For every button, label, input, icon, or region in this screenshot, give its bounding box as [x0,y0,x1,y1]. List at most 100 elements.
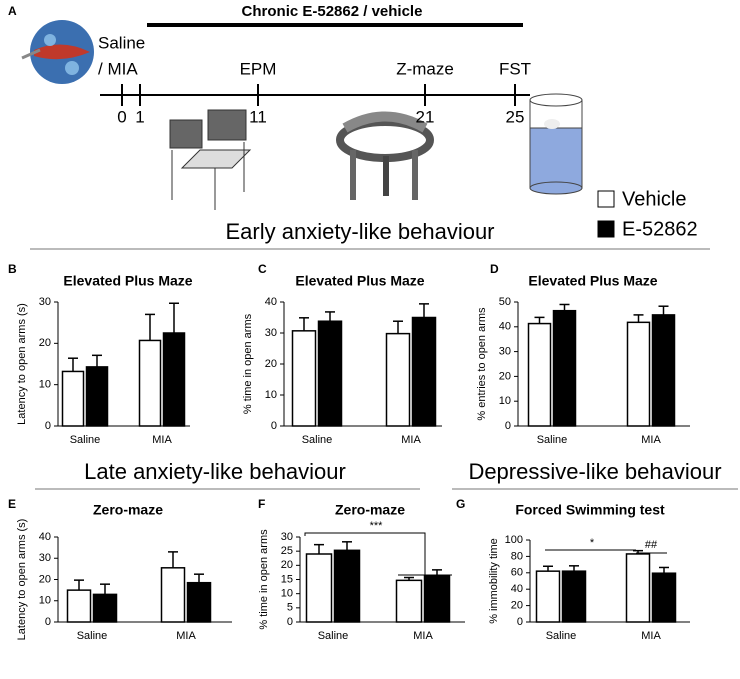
y-tick-label: 40 [511,583,523,595]
section-heading: Early anxiety-like behaviour [225,219,494,244]
bar [625,553,651,623]
x-tick-label: Saline [537,434,568,446]
y-tick-label: 20 [39,573,51,585]
significance-bracket [304,532,452,576]
y-tick-label: 20 [281,559,293,571]
x-tick-label: MIA [401,434,421,446]
panel-letter: A [8,4,17,18]
test-label: FST [499,59,531,78]
timeline-day: 11 [249,107,267,126]
y-tick-label: 100 [505,534,523,546]
timeline-day: 1 [135,107,144,126]
bar [305,553,333,623]
x-tick-label: Saline [318,630,349,642]
bar [423,575,451,623]
y-tick-label: 20 [511,600,523,612]
y-tick-label: 80 [511,550,523,562]
legend-swatch [597,190,615,208]
x-tick-label: MIA [641,434,661,446]
fst-icon [529,93,583,195]
y-tick-label: 0 [287,616,293,628]
y-tick-label: 60 [511,567,523,579]
y-tick-label: 30 [39,296,51,308]
bar [395,579,423,623]
y-tick-label: 20 [265,358,277,370]
y-axis-label: Latency to open arms (s) [16,519,28,641]
x-tick-label: Saline [77,630,108,642]
y-tick-label: 0 [517,616,523,628]
test-label: EPM [240,59,277,78]
y-tick-label: 5 [287,602,293,614]
chart-title: Forced Swimming test [515,502,665,518]
legend-label: E-52862 [622,218,698,240]
y-tick-label: 20 [39,337,51,349]
bar [92,593,118,623]
test-label: Z-maze [396,59,454,78]
panel-letter: E [8,497,16,511]
bar [291,330,317,427]
bar [411,316,437,427]
x-tick-label: MIA [641,630,661,642]
induction-label: Saline [98,33,145,52]
panel-letter: D [490,262,499,276]
brain-icon [21,20,94,84]
y-tick-label: 50 [499,296,511,308]
bar [527,322,552,427]
bar [160,567,186,623]
chart-title: Elevated Plus Maze [63,273,192,289]
chart-title: Elevated Plus Maze [295,273,424,289]
panel-letter: G [456,497,465,511]
chart-title: Elevated Plus Maze [528,273,657,289]
y-tick-label: 0 [505,420,511,432]
zmaze-icon [336,111,434,200]
y-tick-label: 40 [265,296,277,308]
bar [162,332,186,427]
y-tick-label: 40 [499,321,511,333]
bar [333,549,361,623]
y-tick-label: 10 [281,588,293,600]
bar [385,332,411,427]
section-heading: Late anxiety-like behaviour [84,459,346,484]
timeline-day: 21 [416,107,435,126]
y-axis-label: % entries to open arms [476,307,488,421]
epm-icon [169,109,252,210]
y-tick-label: 10 [39,595,51,607]
y-tick-label: 10 [265,389,277,401]
chart-title: Zero-maze [93,502,163,518]
significance-label: ## [645,539,658,551]
y-tick-label: 10 [499,395,511,407]
y-tick-label: 0 [271,420,277,432]
y-tick-label: 30 [265,327,277,339]
y-tick-label: 0 [45,616,51,628]
bar [651,314,676,427]
bar [561,570,587,623]
x-tick-label: MIA [152,434,172,446]
panel-letter: F [258,497,265,511]
x-tick-label: Saline [70,434,101,446]
bar [626,321,651,427]
bar [138,339,162,427]
y-axis-label: % time in open arms [258,529,270,630]
panel-letter: B [8,262,17,276]
x-tick-label: MIA [413,630,433,642]
bar [85,366,109,427]
bar [552,309,577,427]
timeline-day: 0 [117,107,126,126]
y-axis-label: Latency to open arms (s) [16,303,28,425]
bar [186,581,212,623]
x-tick-label: MIA [176,630,196,642]
legend-swatch [597,220,615,238]
bar [61,370,85,427]
timeline-day: 25 [506,107,525,126]
y-axis-label: % immobility time [488,538,500,624]
y-tick-label: 30 [281,531,293,543]
significance-label: *** [370,520,384,532]
bar [66,589,92,623]
bar [535,570,561,623]
treatment-label: Chronic E-52862 / vehicle [242,3,423,20]
y-tick-label: 40 [39,531,51,543]
bar [317,320,343,427]
bar [651,572,677,623]
y-tick-label: 25 [281,545,293,557]
y-tick-label: 10 [39,379,51,391]
